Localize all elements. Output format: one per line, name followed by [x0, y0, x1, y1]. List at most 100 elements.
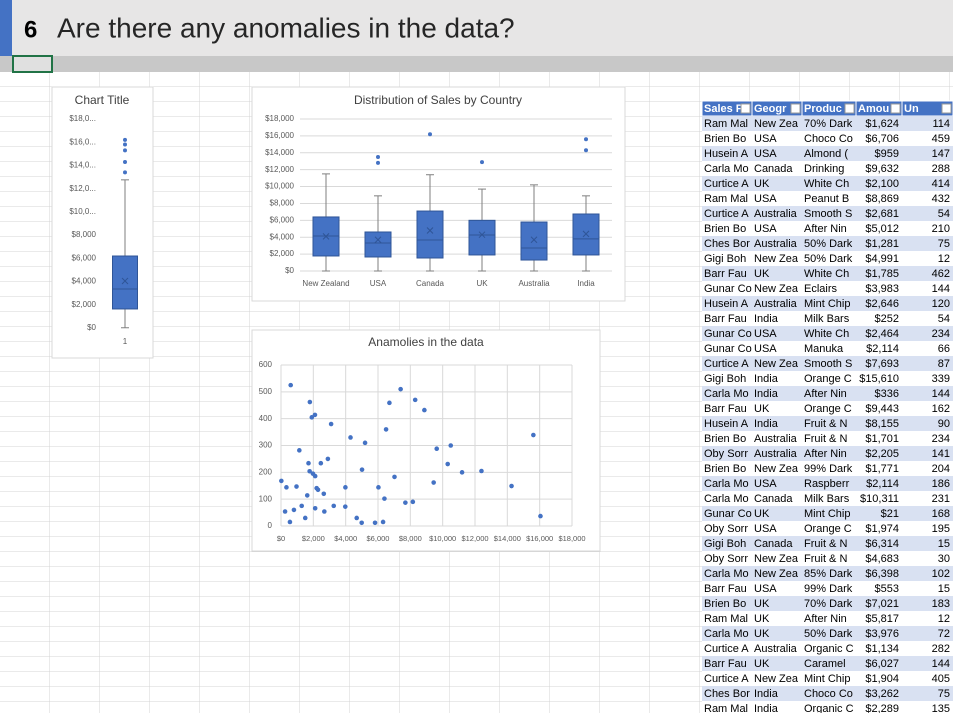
table-cell: 288: [932, 163, 950, 175]
table-cell: Fruit & N: [804, 553, 847, 565]
table-cell: USA: [754, 583, 777, 595]
table-cell: Australia: [754, 238, 798, 250]
table-cell: 135: [932, 703, 950, 713]
header-bar: [0, 0, 953, 56]
table-cell: Ram Mal: [704, 613, 748, 625]
table-cell: $6,314: [865, 538, 899, 550]
table-cell: 72: [938, 628, 950, 640]
filter-button: [740, 103, 751, 114]
table-cell: Caramel: [804, 658, 846, 670]
table-cell: After Nin: [804, 448, 847, 460]
point: [288, 382, 294, 388]
table-cell: 141: [932, 448, 950, 460]
table-cell: Drinking: [804, 163, 844, 175]
table-cell: Gunar Co: [704, 328, 752, 340]
point: [304, 493, 310, 498]
table-cell: Oby Sorr: [704, 553, 748, 565]
table-cell: Gunar Co: [704, 508, 752, 520]
chart-title: Distribution of Sales by Country: [354, 93, 522, 107]
x-tick-label: $18,000: [558, 534, 585, 543]
table-cell: Mint Chip: [804, 508, 850, 520]
table-row: [702, 281, 953, 296]
point: [359, 520, 364, 526]
table-cell: 12: [938, 613, 950, 625]
outlier: [428, 132, 432, 137]
point: [431, 480, 436, 485]
table-row: [702, 551, 953, 566]
selected-cell[interactable]: [12, 55, 53, 73]
table-cell: $4,683: [865, 553, 899, 565]
table-row: [702, 521, 953, 536]
table-cell: Gunar Co: [704, 283, 752, 295]
table-cell: Organic C: [804, 643, 854, 655]
y-tick-label: $4,000: [270, 232, 295, 241]
table-row: [702, 311, 953, 326]
table-cell: 162: [932, 403, 950, 415]
table-cell: UK: [754, 628, 770, 640]
y-tick-label: $8,000: [270, 199, 295, 208]
table-cell: 75: [938, 688, 950, 700]
table-row: [702, 221, 953, 236]
table-cell: 231: [932, 493, 950, 505]
table-cell: White Ch: [804, 178, 849, 190]
y-tick-label: $8,000: [72, 230, 97, 239]
table-cell: Orange C: [804, 373, 852, 385]
point: [312, 505, 318, 511]
table-cell: Orange C: [804, 403, 852, 415]
y-tick-label: $6,000: [72, 253, 97, 262]
table-cell: $2,464: [865, 328, 899, 340]
table-cell: $10,311: [860, 493, 899, 505]
table-cell: USA: [754, 343, 777, 355]
table-cell: 87: [938, 358, 950, 370]
table-cell: $2,114: [866, 478, 899, 490]
table-cell: Canada: [754, 493, 793, 505]
x-tick-label: $14,000: [494, 534, 521, 543]
table-row: [702, 296, 953, 311]
table-cell: Brien Bo: [704, 463, 746, 475]
table-cell: Brien Bo: [704, 223, 746, 235]
table-cell: 70% Dark: [804, 118, 853, 130]
column-header: Un: [904, 103, 919, 115]
table-cell: 147: [932, 148, 950, 160]
table-cell: 186: [932, 478, 950, 490]
table-row: [702, 446, 953, 461]
table-cell: Australia: [754, 433, 798, 445]
table-cell: Oby Sorr: [704, 448, 748, 460]
table-cell: India: [754, 418, 779, 430]
table-row: [702, 701, 953, 713]
table-cell: 462: [932, 268, 950, 280]
table-cell: Carla Mo: [704, 628, 749, 640]
x-tick-label: Canada: [416, 279, 445, 288]
table-cell: Ches Bor: [704, 238, 750, 250]
table-cell: Mint Chip: [804, 673, 850, 685]
table-cell: Barr Fau: [704, 313, 747, 325]
table-cell: Australia: [754, 643, 798, 655]
table-cell: 54: [938, 313, 950, 325]
table-cell: After Nin: [804, 223, 847, 235]
table-cell: Curtice A: [704, 208, 749, 220]
y-tick-label: $4,000: [72, 277, 97, 286]
outlier: [584, 148, 588, 153]
point: [342, 504, 348, 509]
point: [306, 460, 311, 466]
table-row: [702, 251, 953, 266]
table-row: [702, 371, 953, 386]
table-cell: Ches Bor: [704, 688, 750, 700]
header-title: Are there any anomalies in the data?: [57, 12, 515, 43]
table-cell: USA: [754, 223, 777, 235]
table-cell: 144: [932, 658, 950, 670]
table-cell: Raspberr: [804, 478, 850, 490]
table-cell: USA: [754, 148, 777, 160]
y-tick-label: $12,000: [265, 165, 294, 174]
x-tick-label: Australia: [518, 279, 550, 288]
table-row: [702, 506, 953, 521]
table-cell: $9,443: [865, 403, 899, 415]
table-cell: Milk Bars: [804, 313, 850, 325]
table-cell: Husein A: [704, 298, 749, 310]
point: [538, 513, 543, 519]
y-tick-label: 600: [259, 360, 273, 369]
point: [376, 485, 381, 490]
mean-marker: [530, 236, 538, 244]
table-cell: $3,983: [865, 283, 899, 295]
table-cell: Mint Chip: [804, 298, 850, 310]
